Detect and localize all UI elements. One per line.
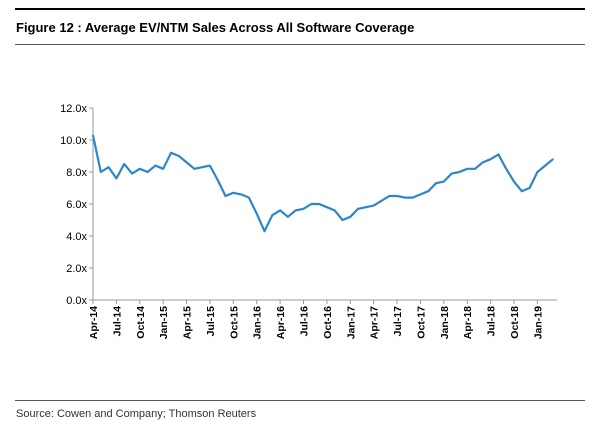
data-point — [294, 209, 297, 212]
data-point — [372, 204, 375, 207]
data-point — [185, 161, 188, 164]
y-tick-label: 12.0x — [60, 103, 87, 115]
figure-title: Figure 12 : Average EV/NTM Sales Across … — [16, 20, 415, 35]
data-point — [193, 168, 196, 170]
data-point — [497, 153, 500, 156]
data-point — [333, 209, 336, 212]
data-point — [162, 168, 164, 170]
x-tick-label: Jul-15 — [205, 306, 217, 337]
data-point — [435, 182, 437, 184]
x-tick-label: Apr-15 — [182, 306, 194, 339]
data-point — [263, 230, 266, 232]
data-point — [100, 171, 102, 173]
data-point — [404, 196, 406, 199]
data-point — [310, 203, 313, 205]
data-point — [216, 179, 219, 181]
data-point — [474, 168, 476, 170]
data-point — [240, 193, 242, 196]
x-tick-label: Jan-19 — [532, 306, 544, 339]
data-point — [170, 152, 172, 154]
data-point — [450, 172, 453, 175]
x-tick-label: Jan-16 — [252, 306, 264, 339]
data-point — [107, 166, 110, 168]
x-tick-label: Oct-16 — [322, 306, 334, 339]
data-point — [513, 180, 515, 183]
data-point — [302, 208, 305, 210]
y-tick-label: 0.0x — [66, 295, 87, 307]
data-point — [201, 166, 203, 168]
data-point — [318, 203, 320, 205]
source-note: Source: Cowen and Company; Thomson Reute… — [16, 408, 257, 420]
y-tick-label: 10.0x — [60, 135, 87, 147]
data-point — [489, 158, 492, 160]
data-point — [482, 161, 484, 164]
data-point — [380, 200, 383, 202]
x-tick-label: Jul-18 — [486, 306, 498, 337]
data-point — [248, 196, 250, 199]
data-point — [232, 192, 235, 194]
x-tick-label: Apr-14 — [88, 306, 100, 339]
data-point — [443, 180, 445, 183]
title-rule — [15, 44, 585, 45]
data-point — [505, 168, 508, 170]
data-point — [92, 134, 94, 136]
x-tick-label: Oct-14 — [135, 306, 147, 339]
data-point — [131, 172, 133, 175]
data-point — [178, 155, 180, 157]
x-tick-label: Apr-16 — [275, 306, 287, 339]
y-tick-label: 6.0x — [66, 199, 87, 211]
x-tick-label: Apr-18 — [462, 306, 474, 339]
data-point — [209, 164, 211, 167]
x-tick-label: Jan-17 — [345, 306, 357, 339]
data-point — [224, 195, 227, 197]
data-point — [357, 208, 359, 210]
y-tick-label: 2.0x — [66, 263, 87, 275]
x-tick-label: Jul-16 — [299, 306, 311, 337]
y-tick-label: 4.0x — [66, 231, 87, 243]
data-point — [349, 216, 352, 218]
x-tick-label: Jan-15 — [158, 306, 170, 339]
data-point — [365, 206, 367, 208]
data-point — [419, 193, 422, 196]
x-tick-label: Jul-17 — [392, 306, 404, 337]
data-point — [341, 219, 344, 221]
data-point — [146, 171, 149, 173]
data-point — [528, 187, 531, 189]
x-tick-label: Oct-17 — [415, 306, 427, 339]
series-line — [91, 134, 554, 233]
data-point — [466, 168, 469, 170]
x-tick-label: Jan-18 — [439, 306, 451, 339]
data-point — [388, 195, 391, 197]
data-point — [115, 177, 118, 180]
data-point — [552, 158, 554, 160]
data-point — [427, 190, 430, 192]
data-point — [123, 163, 125, 165]
data-point — [411, 196, 414, 199]
y-axis: 0.0x 2.0x 4.0x 6.0x 8.0x 10.0x 12.0x — [60, 103, 94, 307]
data-point — [544, 164, 546, 167]
data-point — [255, 212, 258, 215]
x-tick-label: Jul-14 — [111, 306, 123, 337]
data-point — [287, 216, 289, 218]
x-axis: Apr-14 Jul-14 Oct-14 Jan-15 Apr-15 Jul-15 Oct-… — [88, 299, 557, 339]
series-layer — [91, 134, 554, 233]
bottom-rule — [15, 400, 585, 401]
data-point — [271, 214, 274, 216]
y-tick-label: 8.0x — [66, 167, 87, 179]
data-point — [396, 195, 398, 197]
x-tick-label: Apr-17 — [369, 306, 381, 339]
x-tick-label: Oct-18 — [509, 306, 521, 339]
top-rule — [15, 8, 585, 10]
data-point — [521, 190, 523, 192]
data-point — [326, 206, 328, 208]
data-point — [139, 168, 141, 170]
data-point — [154, 164, 157, 167]
x-tick-label: Oct-15 — [228, 306, 240, 339]
data-point — [536, 171, 539, 173]
data-point — [279, 209, 281, 212]
data-point — [458, 171, 461, 173]
